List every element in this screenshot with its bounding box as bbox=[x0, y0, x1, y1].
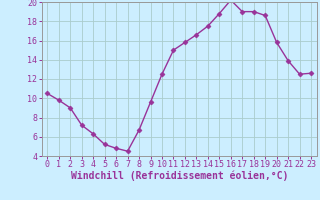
X-axis label: Windchill (Refroidissement éolien,°C): Windchill (Refroidissement éolien,°C) bbox=[70, 171, 288, 181]
